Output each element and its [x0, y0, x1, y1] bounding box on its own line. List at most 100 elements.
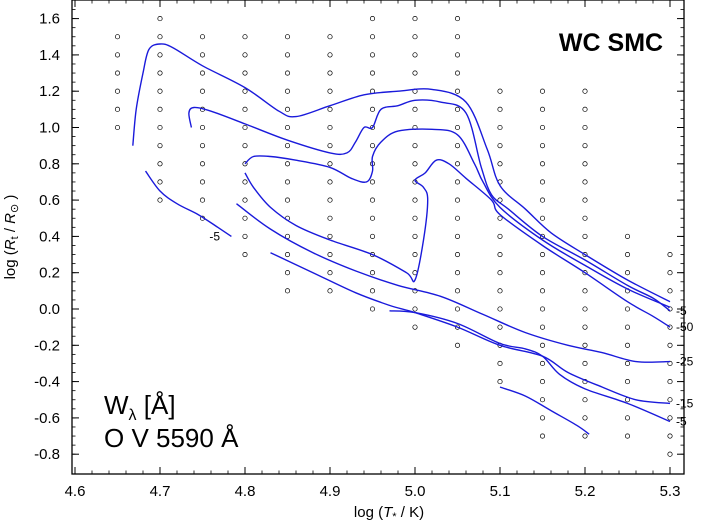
model-point-5.2--0.2 — [582, 342, 588, 348]
contour-lines — [132, 43, 671, 435]
model-point-5.3--0.2 — [667, 342, 673, 348]
contour-label-5: -50 — [676, 320, 694, 334]
model-point-5.25--0.3 — [624, 360, 631, 367]
model-point-5.25-0.3 — [624, 252, 631, 258]
model-point-4.85-0.2 — [284, 270, 291, 276]
model-point-5.1-0 — [497, 306, 503, 312]
model-point-4.85-1.5 — [284, 34, 291, 40]
model-point-5.2--0.5 — [582, 397, 588, 403]
model-point-5.3-0.3 — [667, 252, 673, 258]
model-point-4.85-0.9 — [284, 143, 291, 149]
model-point-4.65-1.4 — [114, 52, 121, 58]
contour-label-1: -5 — [209, 229, 220, 243]
model-point-4.8-1.5 — [242, 34, 248, 40]
model-point-4.85-1 — [284, 124, 291, 131]
y-title-var2: R — [2, 213, 19, 224]
model-point-4.65-1 — [114, 124, 121, 131]
model-point-4.65-1.2 — [114, 88, 121, 94]
model-point-5.1--0.1 — [497, 324, 503, 330]
model-point-4.8-0.5 — [242, 215, 248, 221]
model-point-5.05-1 — [454, 124, 461, 131]
contour-label-8: -5 — [676, 415, 687, 429]
model-point-4.65-1.1 — [114, 106, 121, 112]
contour-line-8 — [389, 310, 671, 423]
model-point-5.2-1.1 — [582, 106, 588, 112]
model-point-5.05-0.5 — [454, 215, 461, 221]
model-point-4.85-1.2 — [284, 88, 291, 94]
contour-line-1 — [144, 170, 232, 237]
y-title-post: ) — [2, 195, 19, 204]
model-point-5.3--0.6 — [667, 415, 673, 421]
model-point-5.3-0.2 — [667, 270, 673, 276]
model-point-5.15-0.8 — [539, 161, 546, 167]
contour-line-9 — [499, 386, 590, 435]
model-point-5.2--0.7 — [582, 433, 588, 439]
model-point-5.2-1 — [582, 124, 588, 131]
model-point-4.7-1.1 — [157, 106, 163, 112]
model-point-4.75-1.4 — [199, 52, 206, 58]
model-point-4.7-1.6 — [157, 16, 163, 22]
model-point-5.2-0.5 — [582, 215, 588, 221]
model-point-4.75-1.2 — [199, 88, 206, 94]
model-point-5.1-1.2 — [497, 88, 503, 94]
model-point-4.85-1.1 — [284, 106, 291, 112]
model-point-5.15-0.9 — [539, 143, 546, 149]
model-point-5.15-1.1 — [539, 106, 546, 112]
model-point-5-0.9 — [412, 143, 418, 149]
model-point-5.15-1.2 — [539, 88, 546, 94]
y-title-pre: log ( — [2, 250, 19, 279]
model-point-4.9-0.6 — [327, 197, 333, 203]
model-point-4.9-0.4 — [327, 233, 333, 239]
model-point-4.75-0.6 — [199, 197, 206, 203]
model-point-5.15--0.4 — [539, 379, 546, 385]
model-point-4.95-0.4 — [369, 233, 376, 239]
model-point-5.2-0.2 — [582, 270, 588, 276]
x-tick-label-4.8: 4.8 — [235, 483, 256, 500]
model-point-5.1-0.2 — [497, 270, 503, 276]
model-point-4.7-1 — [157, 124, 163, 131]
model-point-5.25-0 — [624, 306, 631, 312]
model-point-5.15-0.5 — [539, 215, 546, 221]
model-point-5.25-0.2 — [624, 270, 631, 276]
axis-ticks: 4.6 4.7 4.8 4.9 5.0 5.1 5.2 5.3 -0.8 -0.6 -0.4 -0.2… — [34, 0, 684, 500]
model-point-5.15-0.2 — [539, 270, 546, 276]
model-point-4.95-0.3 — [369, 252, 376, 258]
model-point-5.1-1 — [497, 124, 503, 131]
model-point-4.9-0.9 — [327, 143, 333, 149]
x-tick-label-4.6: 4.6 — [65, 483, 86, 500]
model-point-4.95-0.2 — [369, 270, 376, 276]
model-point-4.85-1.4 — [284, 52, 291, 58]
model-point-4.8-1.1 — [242, 106, 248, 112]
model-point-5.15-0 — [539, 306, 546, 312]
y-tick-label--0.6: -0.6 — [34, 410, 60, 427]
model-point-4.75-0.9 — [199, 143, 206, 149]
model-point-4.9-0.3 — [327, 252, 333, 258]
contour-line-6 — [236, 203, 671, 363]
model-point-4.95-0.1 — [369, 288, 376, 294]
y-title-sub2: ⊙ — [9, 204, 21, 213]
model-point-4.9-1.3 — [327, 70, 333, 76]
x-tick-label-4.7: 4.7 — [150, 483, 171, 500]
model-point-4.7-0.9 — [157, 143, 163, 149]
y-tick-label--0.2: -0.2 — [34, 337, 60, 354]
model-point-5.05-0.7 — [454, 179, 461, 185]
y-tick-label-0.6: 0.6 — [39, 192, 60, 209]
model-point-5.2-0.6 — [582, 197, 588, 203]
model-point-5.05-0.3 — [454, 252, 461, 258]
model-point-5-0.4 — [412, 233, 418, 239]
y-tick-label--0.8: -0.8 — [34, 446, 60, 463]
x-axis-title: log (T* / K) — [354, 504, 424, 523]
model-point-5.25--0.4 — [624, 379, 631, 385]
model-point-5.05-0 — [454, 306, 461, 312]
model-point-4.75-1.3 — [199, 70, 206, 76]
model-point-5.2-0.7 — [582, 179, 588, 185]
x-title-var: T — [383, 504, 394, 521]
model-point-5.1-0.8 — [497, 161, 503, 167]
model-point-4.95-0.5 — [369, 215, 376, 221]
model-point-4.8-1 — [242, 124, 248, 131]
model-point-5.1-0.3 — [497, 252, 503, 258]
ann-w-symbol: W — [104, 390, 129, 420]
model-point-5.3--0.4 — [667, 379, 673, 385]
model-point-5.2--0.6 — [582, 415, 588, 421]
model-point-4.8-0.8 — [242, 161, 248, 167]
